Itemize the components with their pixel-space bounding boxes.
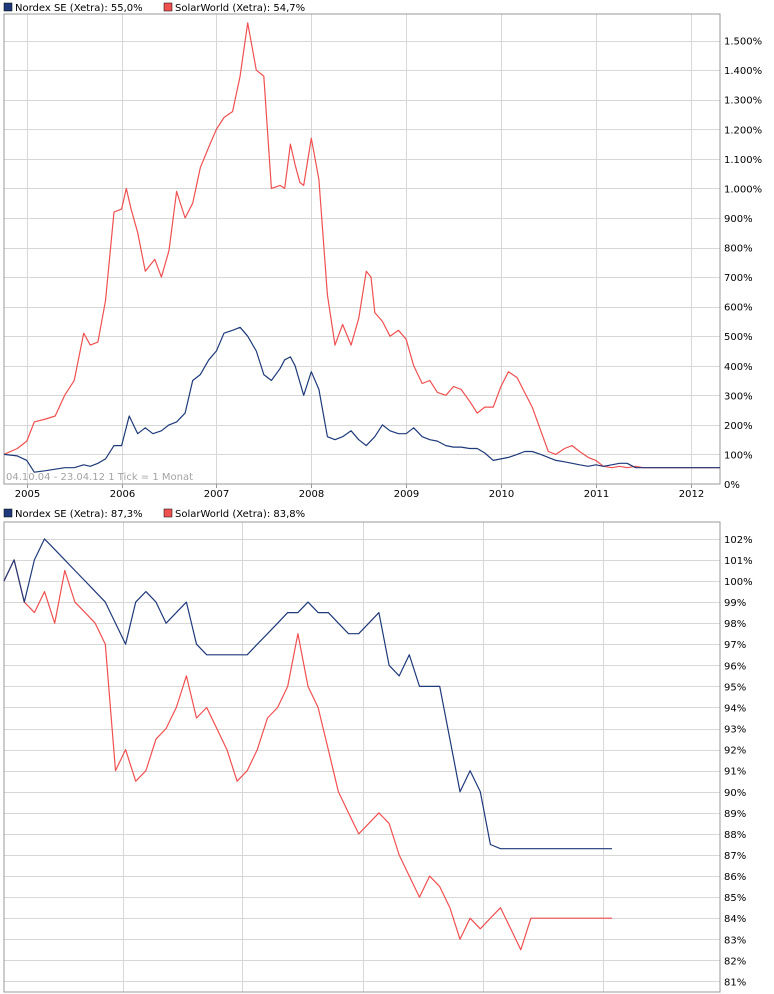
legend-label-nordex-bottom: Nordex SE (Xetra): 87,3% (15, 509, 143, 520)
top-y-tick-label: 1.400% (724, 66, 762, 77)
top-series-line-nordex-se-xetra (3, 326, 720, 473)
date-range-note: 04.10.04 - 23.04.12 1 Tick = 1 Monat (6, 472, 193, 483)
chart-bottom: Nordex SE (Xetra): 87,3% SolarWorld (Xet… (3, 508, 753, 993)
bottom-y-tick-label: 88% (724, 830, 746, 841)
top-x-tick-label: 2011 (584, 489, 609, 500)
bottom-y-tick-label: 100% (724, 577, 753, 588)
top-y-tick-label: 700% (724, 273, 753, 284)
bottom-y-tick-label: 83% (724, 935, 746, 946)
top-y-tick-label: 900% (724, 214, 753, 225)
bottom-y-tick-label: 87% (724, 851, 746, 862)
top-x-tick-label: 2010 (489, 489, 514, 500)
top-y-tick-label: 800% (724, 244, 753, 255)
top-x-tick-label: 2007 (204, 489, 229, 500)
bottom-y-tick-label: 92% (724, 746, 746, 757)
bottom-y-tick-label: 99% (724, 598, 746, 609)
top-x-tick-label: 2008 (299, 489, 324, 500)
top-x-tick-label: 2012 (679, 489, 704, 500)
top-y-tick-label: 400% (724, 362, 753, 373)
bottom-y-tick-label: 90% (724, 788, 746, 799)
top-y-tick-label: 1.200% (724, 125, 762, 136)
top-x-tick-label: 2006 (110, 489, 135, 500)
bottom-y-tick-label: 102% (724, 535, 753, 546)
top-y-tick-label: 300% (724, 391, 753, 402)
top-y-tick-label: 1.000% (724, 184, 762, 195)
bottom-y-tick-label: 101% (724, 556, 753, 567)
top-y-tick-label: 500% (724, 332, 753, 343)
bottom-y-tick-label: 81% (724, 977, 746, 988)
legend-swatch-nordex-bottom (3, 508, 13, 518)
top-y-tick-label: 1.300% (724, 96, 762, 107)
top-x-tick-label: 2009 (394, 489, 419, 500)
bottom-y-tick-label: 96% (724, 661, 746, 672)
legend-label-nordex-top: Nordex SE (Xetra): 55,0% (15, 3, 143, 14)
bottom-y-tick-label: 95% (724, 682, 746, 693)
legend-label-solarworld-bottom: SolarWorld (Xetra): 83,8% (175, 509, 305, 520)
legend-swatch-nordex-top (3, 2, 13, 12)
legend-swatch-solarworld-top (163, 2, 173, 12)
top-y-tick-label: 600% (724, 303, 753, 314)
top-y-tick-label: 0% (724, 480, 740, 491)
top-y-tick-label: 200% (724, 421, 753, 432)
bottom-y-tick-label: 93% (724, 725, 746, 736)
bottom-y-tick-label: 84% (724, 914, 746, 925)
bottom-y-tick-label: 91% (724, 767, 746, 778)
bottom-series-line-solarworld-xetra (3, 559, 612, 951)
plot-frame-bottom (3, 521, 721, 993)
bottom-y-tick-label: 82% (724, 956, 746, 967)
legend-swatch-solarworld-bottom (163, 508, 173, 518)
legend-label-solarworld-top: SolarWorld (Xetra): 54,7% (175, 3, 305, 14)
top-y-tick-label: 100% (724, 450, 753, 461)
top-y-tick-label: 1.100% (724, 155, 762, 166)
top-y-tick-label: 1.500% (724, 37, 762, 48)
bottom-y-tick-label: 85% (724, 893, 746, 904)
bottom-series-line-nordex-se-xetra (3, 538, 612, 850)
bottom-y-tick-label: 98% (724, 619, 746, 630)
bottom-y-tick-label: 94% (724, 703, 746, 714)
bottom-y-tick-label: 97% (724, 640, 746, 651)
top-x-tick-label: 2005 (15, 489, 40, 500)
top-series-line-solarworld-xetra (3, 22, 720, 469)
bottom-y-tick-label: 86% (724, 872, 746, 883)
bottom-y-tick-label: 89% (724, 809, 746, 820)
plot-frame-top (3, 13, 721, 485)
chart-top: Nordex SE (Xetra): 55,0% SolarWorld (Xet… (3, 2, 762, 500)
